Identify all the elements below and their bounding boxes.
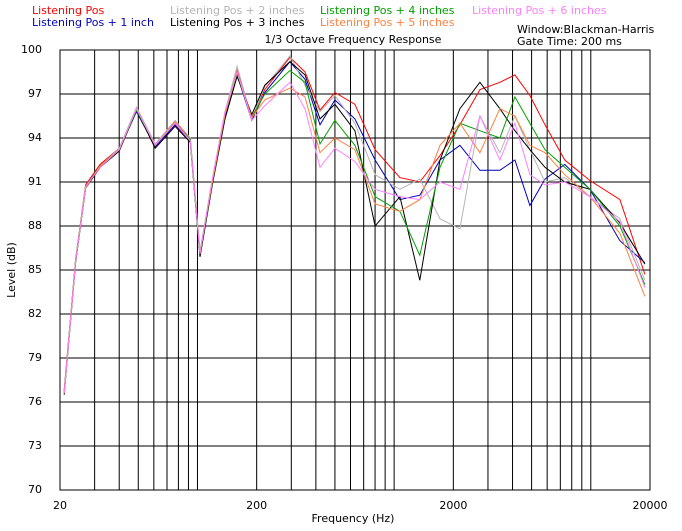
y-tick-label: 85	[28, 263, 42, 276]
legend-entry: Listening Pos	[32, 4, 104, 17]
y-tick-label: 100	[21, 43, 42, 56]
legend-entry: Listening Pos + 3 inches	[170, 16, 305, 29]
y-tick-label: 91	[28, 175, 42, 188]
y-tick-label: 88	[28, 219, 42, 232]
x-tick-label: 20000	[633, 499, 668, 512]
chart-title: 1/3 Octave Frequency Response	[265, 33, 442, 46]
annotation: Gate Time: 200 ms	[517, 35, 622, 48]
y-tick-label: 73	[28, 439, 42, 452]
y-axis-label: Level (dB)	[5, 242, 18, 298]
y-tick-label: 82	[28, 307, 42, 320]
x-tick-label: 200	[246, 499, 267, 512]
x-tick-label: 2000	[439, 499, 467, 512]
annotation: Window:Blackman-Harris	[517, 23, 655, 36]
series-line	[63, 61, 646, 395]
x-tick-label: 20	[53, 499, 67, 512]
y-tick-label: 70	[28, 483, 42, 496]
legend-entry: Listening Pos + 5 inches	[320, 16, 455, 29]
legend-entry: Listening Pos + 6 inches	[472, 4, 607, 17]
legend-entry: Listening Pos + 1 inch	[32, 16, 154, 29]
y-tick-label: 76	[28, 395, 42, 408]
plot-frame	[59, 49, 651, 491]
x-axis-label: Frequency (Hz)	[312, 512, 395, 525]
y-tick-label: 94	[28, 131, 42, 144]
y-tick-label: 79	[28, 351, 42, 364]
legend-entry: Listening Pos + 4 inches	[320, 4, 455, 17]
y-tick-label: 97	[28, 87, 42, 100]
series-line	[63, 70, 646, 394]
legend-entry: Listening Pos + 2 inches	[170, 4, 305, 17]
